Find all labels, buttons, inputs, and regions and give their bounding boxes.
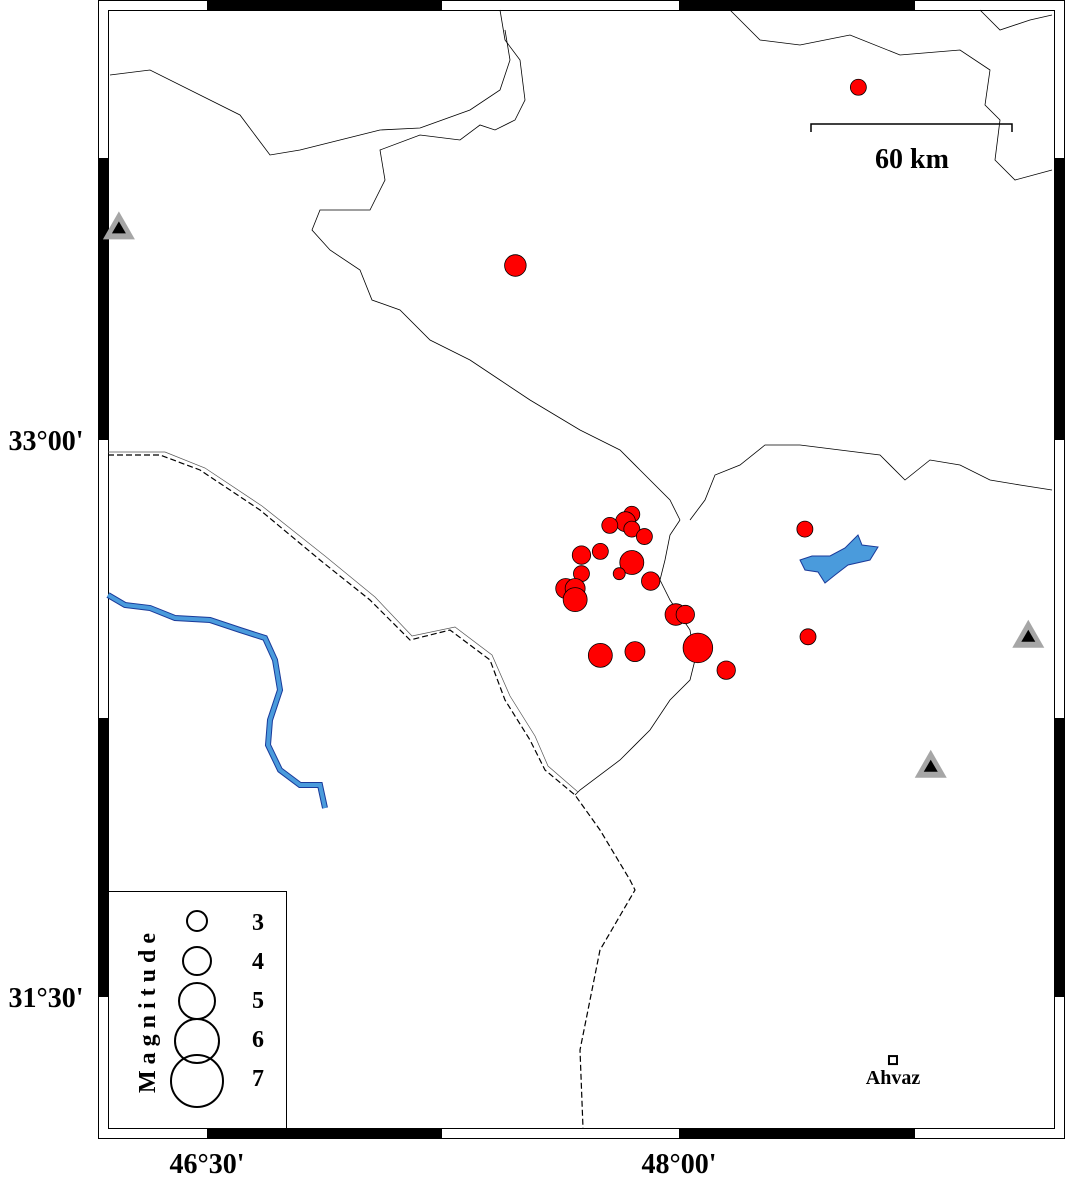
earthquake-event <box>623 520 641 538</box>
border-east-descend <box>979 9 1053 31</box>
y-tick-label: 33°00' <box>9 426 84 457</box>
earthquake-event <box>799 628 817 646</box>
seismic-station-icon <box>914 749 947 778</box>
earthquake-event <box>601 516 619 534</box>
earthquake-event <box>675 604 695 625</box>
legend-label: 4 <box>252 949 264 975</box>
earthquake-event <box>612 567 626 581</box>
province-border-east2 <box>689 444 1053 521</box>
rivers <box>106 592 328 809</box>
seismic-station-icon <box>1012 619 1045 648</box>
legend-label: 3 <box>252 910 264 936</box>
lake-reservoir <box>799 534 879 584</box>
province-border-north <box>311 9 681 521</box>
legend-symbol <box>182 946 212 976</box>
city-marker: Ahvaz <box>866 1055 921 1089</box>
events-layer <box>504 78 867 680</box>
x-tick-label: 46°30' <box>170 1149 245 1177</box>
border-solid-parallel <box>108 451 579 793</box>
magnitude-legend: Magnitude 3 4 5 6 7 <box>108 891 287 1129</box>
legend-label: 6 <box>252 1027 264 1053</box>
x-tick-label: 48°00' <box>642 1149 717 1177</box>
legend-title: Magnitude <box>135 927 161 1093</box>
earthquake-event <box>587 642 613 668</box>
legend-label: 7 <box>252 1066 264 1092</box>
earthquake-event <box>619 550 645 575</box>
earthquake-event <box>624 641 646 663</box>
international-border <box>108 454 636 1129</box>
earthquake-event <box>849 78 867 96</box>
y-tick-label: 31°30' <box>9 983 84 1014</box>
scale-bar: 60 km <box>810 123 1013 175</box>
boundaries <box>109 9 1053 796</box>
seismic-station-icon <box>102 211 135 240</box>
stations-layer <box>102 211 1045 778</box>
legend-symbol <box>186 910 208 932</box>
legend-label: 5 <box>252 988 264 1014</box>
earthquake-event <box>635 528 653 545</box>
province-border-ne <box>109 29 511 156</box>
city-label: Ahvaz <box>866 1067 921 1089</box>
earthquake-event <box>641 571 661 591</box>
earthquake-event <box>796 520 814 538</box>
earthquake-event <box>682 632 714 664</box>
earthquake-event <box>591 542 609 560</box>
earthquake-event <box>504 254 527 277</box>
legend-symbol <box>170 1054 224 1108</box>
province-border-top-right <box>729 9 1053 181</box>
earthquake-event <box>716 660 736 680</box>
earthquake-event <box>562 587 588 613</box>
scale-bar-label: 60 km <box>875 144 949 175</box>
legend-symbol <box>174 1018 220 1064</box>
earthquake-event <box>571 545 592 565</box>
